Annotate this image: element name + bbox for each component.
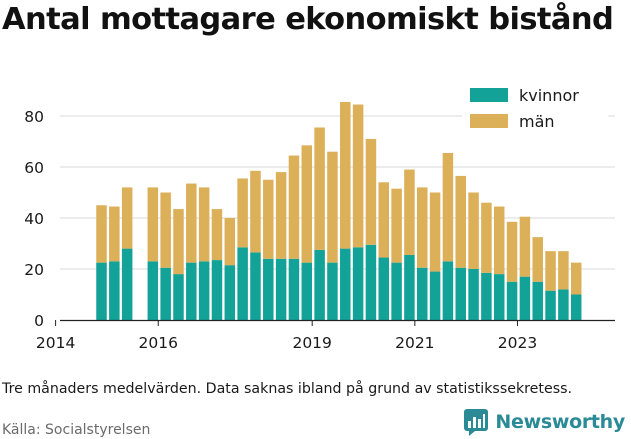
bar-kvinnor	[455, 267, 466, 320]
bar-kvinnor	[532, 281, 543, 320]
bar-kvinnor	[121, 248, 133, 320]
bar-man	[288, 155, 300, 259]
legend-swatch	[470, 88, 508, 102]
bar-kvinnor	[391, 262, 402, 320]
bar-man	[532, 237, 543, 282]
x-axis: 2014 2016 2019 2021 2023	[36, 319, 615, 352]
x-tick-label: 2016	[139, 334, 178, 352]
bar-man	[314, 127, 325, 250]
brand-logo[interactable]: Newsworthy	[463, 406, 625, 438]
bar-kvinnor	[327, 262, 338, 320]
brand-name: Newsworthy	[495, 411, 625, 433]
x-tick-label: 2023	[498, 334, 537, 352]
newsworthy-logo-icon	[464, 409, 489, 436]
bar-man	[147, 187, 159, 262]
bar-kvinnor	[250, 252, 261, 320]
bar-man	[263, 179, 274, 259]
stacked-bar-chart: 0 20 40 60 80 2014 2016 2019 2021 2023 kvinnor mä…	[24, 80, 615, 352]
legend: kvinnor män	[462, 80, 608, 140]
bar-kvinnor	[275, 258, 287, 320]
chart-title: Antal mottagare ekonomiskt bistånd	[2, 2, 614, 37]
bar-kvinnor	[263, 258, 274, 320]
bar-kvinnor	[468, 269, 479, 320]
bar-kvinnor	[558, 289, 569, 320]
bar-man	[198, 187, 210, 262]
bar-man	[442, 152, 454, 262]
bar-kvinnor	[198, 261, 210, 320]
bar-kvinnor	[211, 260, 223, 320]
footnote: Tre månaders medelvärden. Data saknas ib…	[2, 381, 572, 397]
legend-swatch	[470, 114, 508, 128]
source-label: Källa: Socialstyrelsen	[2, 422, 151, 438]
bar-kvinnor	[481, 272, 492, 320]
bar-kvinnor	[301, 262, 313, 320]
bar-kvinnor	[288, 258, 300, 320]
bar-kvinnor	[442, 261, 454, 320]
bar-man	[340, 101, 351, 249]
bar-kvinnor	[186, 262, 197, 320]
bar-man	[493, 206, 505, 275]
bar-man	[121, 187, 133, 249]
bar-man	[365, 138, 377, 245]
bar-kvinnor	[429, 271, 441, 320]
bar-man	[237, 178, 248, 248]
bar-man	[109, 206, 120, 262]
bar-kvinnor	[378, 257, 390, 320]
bar-man	[519, 216, 531, 277]
bar-kvinnor	[237, 247, 248, 320]
bar-man	[391, 188, 402, 263]
bar-kvinnor	[417, 267, 428, 320]
y-tick-label: 60	[24, 159, 44, 177]
bar-kvinnor	[570, 294, 582, 320]
bar-man	[250, 170, 261, 253]
bar-kvinnor	[147, 261, 159, 320]
y-tick-label: 0	[34, 312, 44, 330]
bar-kvinnor	[109, 261, 120, 320]
bar-man	[327, 151, 338, 263]
bar-kvinnor	[314, 249, 325, 320]
bar-man	[506, 221, 518, 282]
bar-man	[545, 251, 556, 291]
bars	[96, 101, 582, 320]
bar-man	[417, 187, 428, 268]
legend-label: män	[519, 112, 555, 131]
bar-man	[570, 262, 582, 295]
bar-man	[96, 205, 107, 263]
bar-kvinnor	[404, 254, 415, 320]
y-tick-label: 80	[24, 108, 44, 126]
legend-label: kvinnor	[519, 86, 579, 105]
bar-man	[468, 192, 479, 269]
x-tick-label: 2019	[292, 334, 331, 352]
bar-kvinnor	[340, 248, 351, 320]
bar-man	[455, 175, 466, 268]
bar-kvinnor	[160, 267, 171, 320]
bar-kvinnor	[224, 265, 236, 320]
x-tick-label: 2014	[36, 334, 75, 352]
bar-kvinnor	[365, 244, 377, 320]
bar-kvinnor	[545, 290, 556, 320]
bar-kvinnor	[96, 262, 107, 320]
bar-kvinnor	[352, 247, 364, 320]
bar-man	[404, 169, 415, 255]
y-axis-ticks: 0 20 40 60 80	[24, 108, 44, 330]
bar-man	[275, 172, 287, 259]
bar-kvinnor	[519, 276, 531, 320]
bar-man	[173, 209, 184, 275]
bar-kvinnor	[173, 274, 184, 320]
bar-man	[301, 145, 313, 263]
bar-kvinnor	[493, 274, 505, 320]
y-tick-label: 20	[24, 261, 44, 279]
bar-man	[160, 192, 171, 268]
bar-man	[481, 202, 492, 273]
bar-man	[558, 251, 569, 290]
x-tick-label: 2021	[395, 334, 434, 352]
bar-man	[186, 183, 197, 263]
bar-man	[378, 182, 390, 258]
bar-man	[211, 209, 223, 261]
bar-man	[352, 104, 364, 248]
y-tick-label: 40	[24, 210, 44, 228]
bar-man	[429, 192, 441, 272]
bar-kvinnor	[506, 281, 518, 320]
bar-man	[224, 218, 236, 266]
